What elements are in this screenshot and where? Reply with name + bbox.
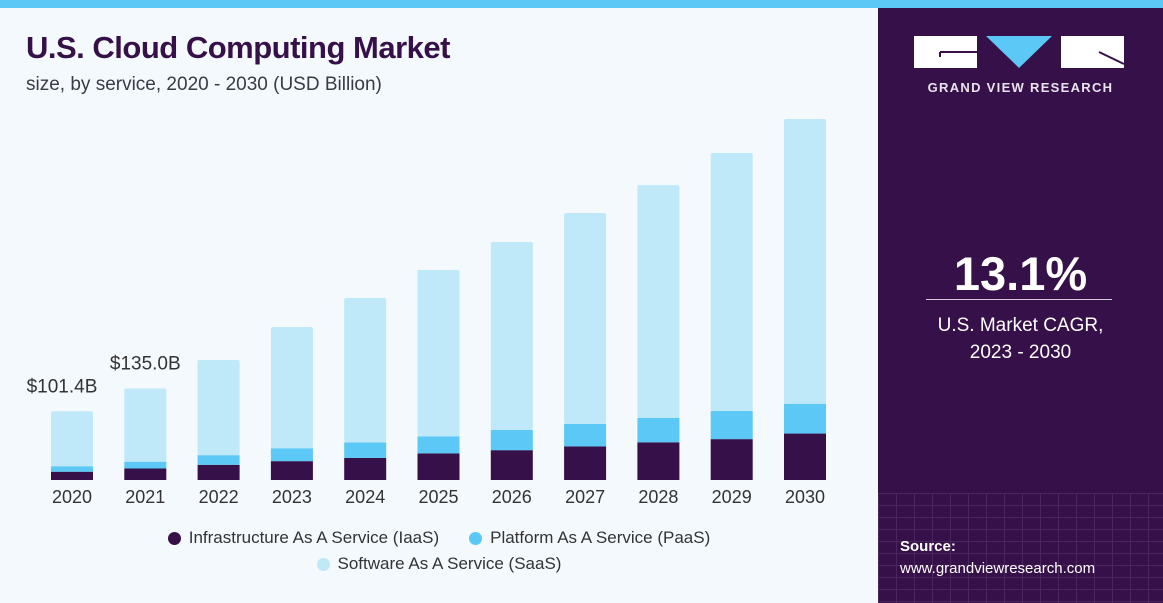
brand-name: GRAND VIEW RESEARCH bbox=[927, 80, 1114, 95]
legend: Infrastructure As A Service (IaaS) Platf… bbox=[0, 528, 878, 580]
cagr-label-line2: 2023 - 2030 bbox=[969, 342, 1072, 363]
source-label: Source: bbox=[900, 538, 956, 555]
bar-segment-paas-2021 bbox=[124, 461, 167, 469]
bar-segment-iaas-2023 bbox=[270, 461, 313, 480]
bar-segment-paas-2020 bbox=[51, 466, 93, 472]
bar-segment-paas-2022 bbox=[197, 455, 240, 465]
cagr-label: U.S. Market CAGR, 2023 - 2030 bbox=[878, 312, 1163, 366]
x-tick-label: 2025 bbox=[418, 487, 458, 507]
legend-item-saas: Software As A Service (SaaS) bbox=[316, 554, 562, 574]
bar-segment-paas-2029 bbox=[710, 411, 753, 440]
legend-label: Platform As A Service (PaaS) bbox=[490, 528, 711, 547]
bar-segment-iaas-2022 bbox=[197, 464, 240, 480]
bar-segment-iaas-2027 bbox=[564, 446, 607, 480]
x-tick-label: 2022 bbox=[199, 487, 239, 507]
bar-segment-saas-2028 bbox=[637, 185, 680, 418]
x-tick-label: 2026 bbox=[492, 487, 532, 507]
bar-segment-saas-2021 bbox=[124, 388, 167, 462]
bar-segment-iaas-2028 bbox=[637, 442, 680, 480]
bar-segment-saas-2027 bbox=[564, 213, 607, 424]
data-label: $135.0B bbox=[110, 353, 181, 374]
bar-segment-iaas-2020 bbox=[51, 471, 93, 480]
legend-item-iaas: Infrastructure As A Service (IaaS) bbox=[167, 528, 440, 548]
cagr-value: 13.1% bbox=[953, 247, 1088, 300]
grand-view-research-logo bbox=[914, 36, 1125, 68]
bar-segment-paas-2025 bbox=[417, 436, 460, 454]
bar-segment-paas-2030 bbox=[784, 403, 826, 434]
legend-label: Infrastructure As A Service (IaaS) bbox=[188, 528, 440, 547]
bar-segment-saas-2020 bbox=[51, 411, 93, 467]
bar-chart: 2020 2021 2022 2023 2024 2025 2026 2027 2028 2029… bbox=[27, 118, 826, 507]
bar-segment-saas-2026 bbox=[490, 242, 533, 430]
bar-segment-saas-2023 bbox=[270, 326, 313, 449]
legend-item-paas: Platform As A Service (PaaS) bbox=[469, 528, 710, 548]
bar-segment-saas-2024 bbox=[344, 297, 387, 443]
x-tick-label: 2023 bbox=[272, 487, 312, 507]
cagr-label-line1: U.S. Market CAGR, bbox=[937, 315, 1104, 336]
bar-segment-paas-2024 bbox=[344, 442, 387, 458]
bar-segment-iaas-2025 bbox=[417, 453, 460, 480]
bar-segment-saas-2029 bbox=[710, 153, 753, 412]
data-label: $101.4B bbox=[27, 376, 98, 397]
decorative-grid bbox=[878, 493, 1163, 603]
x-tick-label: 2029 bbox=[712, 487, 752, 507]
bar-segment-paas-2028 bbox=[637, 417, 680, 443]
divider bbox=[926, 299, 1112, 300]
x-tick-label: 2030 bbox=[785, 487, 825, 507]
legend-swatch bbox=[167, 531, 181, 545]
bar-segment-paas-2026 bbox=[490, 429, 533, 451]
chart-title: U.S. Cloud Computing Market bbox=[26, 30, 450, 65]
top-accent-bar bbox=[0, 0, 1163, 8]
x-tick-label: 2024 bbox=[345, 487, 385, 507]
x-tick-label: 2020 bbox=[52, 487, 92, 507]
bar-segment-iaas-2021 bbox=[124, 468, 167, 480]
bar-segment-iaas-2026 bbox=[490, 450, 533, 480]
x-tick-label: 2027 bbox=[565, 487, 605, 507]
legend-swatch bbox=[316, 557, 330, 571]
side-panel: GRAND VIEW RESEARCH 13.1% U.S. Market CA… bbox=[878, 8, 1163, 603]
x-tick-label: 2021 bbox=[125, 487, 165, 507]
chart-subtitle: size, by service, 2020 - 2030 (USD Billi… bbox=[26, 74, 382, 95]
bar-segment-paas-2023 bbox=[270, 448, 313, 462]
bar-segment-saas-2025 bbox=[417, 269, 460, 437]
bar-segment-iaas-2029 bbox=[710, 439, 753, 480]
bar-segment-iaas-2024 bbox=[344, 457, 387, 480]
bar-segment-iaas-2030 bbox=[784, 433, 826, 480]
x-tick-label: 2028 bbox=[638, 487, 678, 507]
legend-label: Software As A Service (SaaS) bbox=[337, 554, 562, 573]
bar-segment-paas-2027 bbox=[564, 423, 607, 447]
bar-segment-saas-2030 bbox=[784, 118, 826, 404]
bar-segment-saas-2022 bbox=[197, 360, 240, 456]
source-url[interactable]: www.grandviewresearch.com bbox=[900, 560, 1096, 577]
legend-swatch bbox=[469, 531, 483, 545]
